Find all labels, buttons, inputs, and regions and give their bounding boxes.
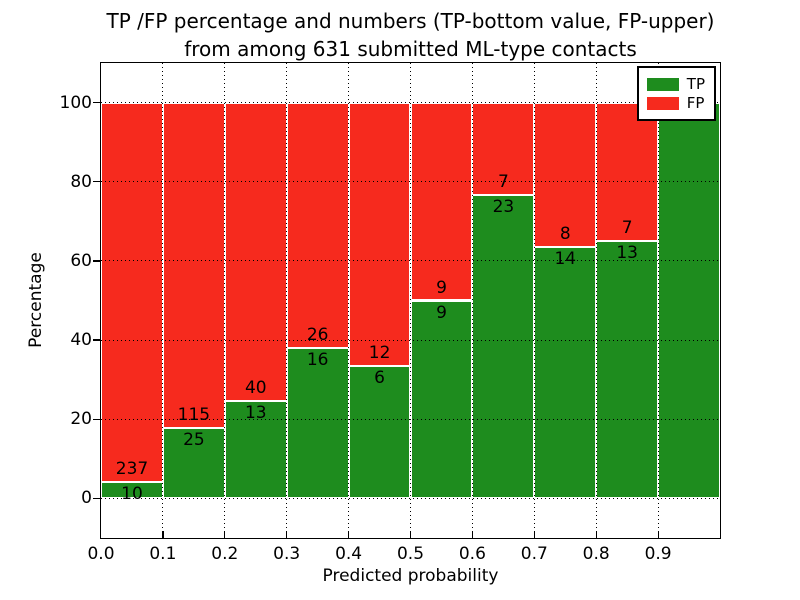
v-gridline: [595, 63, 597, 538]
tp-count-label: 10: [121, 484, 143, 505]
tp-swatch-icon: [646, 77, 679, 91]
bar-segment-fp: [162, 102, 225, 428]
x-tick-mark: [657, 531, 659, 538]
bar-segment-fp: [286, 102, 349, 348]
plot-area: 2371011525401326161269972381471341 TP FP: [93, 62, 721, 539]
bar-segment-fp: [534, 102, 597, 247]
x-axis-label: Predicted probability: [322, 566, 499, 586]
chart-title-line2: from among 631 submitted ML-type contact…: [184, 36, 637, 61]
fp-count-label: 7: [621, 218, 633, 239]
y-tick-label: 20: [70, 409, 92, 430]
bar-segment-tp: [534, 246, 597, 499]
bar-segment-tp: [658, 102, 720, 499]
tp-count-label: 25: [183, 429, 205, 450]
tp-count-label: 14: [554, 248, 577, 269]
y-tick-mark: [93, 181, 100, 183]
tp-count-label: 6: [374, 368, 385, 389]
x-tick-label: 0.1: [149, 544, 177, 564]
legend-row-fp: FP: [646, 94, 705, 112]
x-tick-mark: [286, 531, 288, 538]
v-gridline: [657, 63, 659, 538]
x-tick-mark: [409, 531, 412, 538]
y-tick-mark: [93, 339, 100, 341]
legend: TP FP: [636, 66, 716, 121]
v-gridline: [348, 63, 350, 538]
y-tick-mark: [93, 101, 100, 104]
x-tick-mark: [348, 531, 350, 538]
bar-segment-tp: [286, 347, 349, 499]
y-tick-label: 0: [81, 488, 92, 509]
x-tick-label: 0.6: [458, 544, 486, 564]
v-gridline: [224, 63, 226, 538]
bar-segment-fp: [224, 102, 287, 402]
legend-label-fp: FP: [686, 94, 705, 112]
tp-count-label: 23: [492, 196, 515, 217]
x-tick-label: 0.3: [273, 544, 301, 564]
bar-segment-tp: [472, 194, 535, 499]
x-tick-label: 0.8: [582, 544, 610, 564]
bar-segment-fp: [348, 102, 411, 367]
x-tick-mark: [162, 531, 164, 538]
v-gridline: [533, 63, 535, 538]
bar-segment-tp: [596, 241, 659, 499]
fp-swatch-icon: [646, 96, 679, 110]
x-tick-mark: [471, 531, 474, 538]
fp-count-label: 40: [244, 378, 267, 399]
y-tick-mark: [93, 260, 100, 262]
x-tick-label: 0.0: [87, 544, 115, 564]
bar-segment-tp: [410, 300, 473, 499]
y-tick-mark: [93, 418, 100, 420]
fp-count-label: 26: [306, 324, 329, 345]
fp-count-label: 237: [115, 459, 149, 480]
x-tick-label: 0.7: [520, 544, 548, 564]
y-tick-label: 40: [70, 330, 92, 351]
y-tick-label: 100: [59, 92, 92, 113]
tp-count-label: 13: [244, 403, 267, 424]
x-tick-mark: [533, 531, 535, 538]
x-tick-label: 0.2: [211, 544, 239, 564]
tp-count-label: 9: [436, 302, 447, 323]
chart-title-line1: TP /FP percentage and numbers (TP-bottom…: [106, 9, 715, 33]
v-gridline: [162, 63, 164, 538]
v-gridline: [286, 63, 288, 538]
fp-count-label: 12: [368, 343, 391, 364]
x-tick-mark: [595, 531, 597, 538]
fp-count-label: 8: [559, 223, 571, 244]
chart-title: TP /FP percentage and numbers (TP-bottom…: [100, 8, 721, 63]
x-tick-mark: [224, 531, 226, 538]
fp-count-label: 9: [436, 277, 447, 298]
fp-count-label: 115: [177, 404, 211, 425]
v-gridline: [471, 63, 473, 538]
x-tick-label: 0.9: [644, 544, 672, 564]
x-tick-label: 0.5: [396, 544, 425, 564]
bar-segment-fp: [410, 102, 473, 301]
legend-row-tp: TP: [646, 75, 705, 93]
v-gridline: [410, 63, 411, 538]
bar-segment-fp: [596, 102, 659, 242]
y-tick-label: 60: [70, 250, 92, 271]
y-tick-label: 80: [70, 171, 92, 192]
fp-count-label: 7: [497, 171, 509, 192]
tp-count-label: 16: [306, 349, 329, 370]
bar-segment-fp: [101, 102, 163, 483]
legend-label-tp: TP: [686, 75, 705, 93]
tp-count-label: 13: [616, 243, 638, 264]
y-axis-label: Percentage: [26, 252, 46, 348]
y-tick-mark: [93, 497, 100, 500]
x-tick-label: 0.4: [335, 544, 363, 564]
